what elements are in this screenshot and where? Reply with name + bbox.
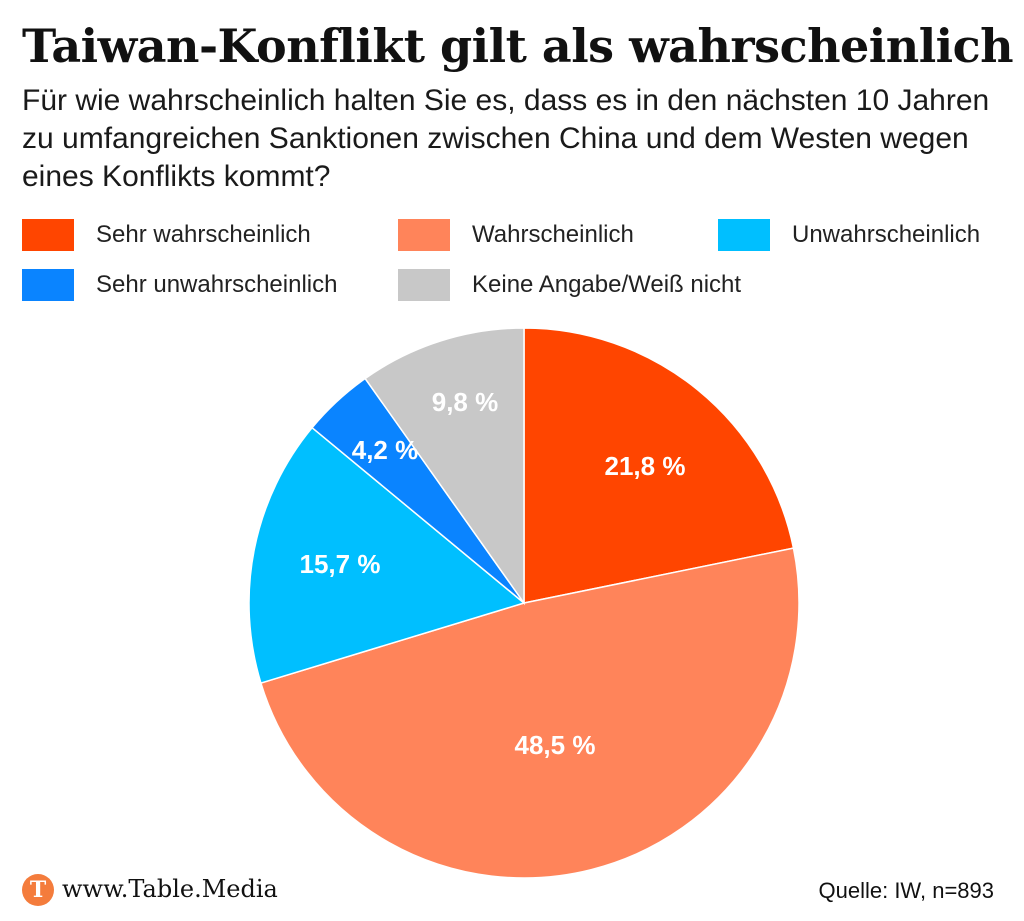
chart-title: Taiwan-Konflikt gilt als wahrscheinlich — [22, 19, 1014, 73]
pie-slice-label: 21,8 % — [605, 451, 686, 481]
pie-slice-keine-angabe-weiß-nicht — [364, 327, 525, 606]
legend-label: Sehr unwahrscheinlich — [96, 271, 338, 298]
pie-slice-label: 9,8 % — [432, 387, 499, 417]
chart-subtitle: Für wie wahrscheinlich halten Sie es, da… — [22, 84, 990, 193]
pie-slice-sehr-wahrscheinlich — [523, 327, 795, 604]
legend-label: Sehr wahrscheinlich — [96, 221, 311, 248]
legend-swatch — [718, 219, 770, 251]
legend-swatch — [22, 269, 74, 301]
footer-source: Quelle: IW, n=893 — [818, 878, 995, 903]
legend-item-unwahrscheinlich: Unwahrscheinlich — [718, 218, 980, 252]
legend-swatch — [22, 219, 74, 251]
legend-item-keine-angabe: Keine Angabe/Weiß nicht — [398, 268, 741, 302]
pie-slice-label: 48,5 % — [515, 730, 596, 760]
legend-label: Wahrscheinlich — [472, 221, 634, 248]
legend-item-sehr-unwahrscheinlich: Sehr unwahrscheinlich — [22, 268, 337, 302]
legend-label: Unwahrscheinlich — [792, 221, 981, 248]
legend-swatch — [398, 269, 450, 301]
table-media-logo-icon: T — [22, 874, 54, 906]
pie-slice-label: 4,2 % — [352, 435, 419, 465]
pie-slice-wahrscheinlich — [259, 547, 800, 879]
pie-slice-label: 15,7 % — [300, 549, 381, 579]
legend-swatch — [398, 219, 450, 251]
legend-label: Keine Angabe/Weiß nicht — [472, 271, 742, 298]
legend: Sehr wahrscheinlich Wahrscheinlich Unwah… — [22, 218, 1012, 308]
footer-url: www.Table.Media — [62, 875, 278, 903]
pie-slice-unwahrscheinlich — [248, 426, 526, 684]
legend-item-sehr-wahrscheinlich: Sehr wahrscheinlich — [22, 218, 311, 252]
legend-item-wahrscheinlich: Wahrscheinlich — [398, 218, 634, 252]
